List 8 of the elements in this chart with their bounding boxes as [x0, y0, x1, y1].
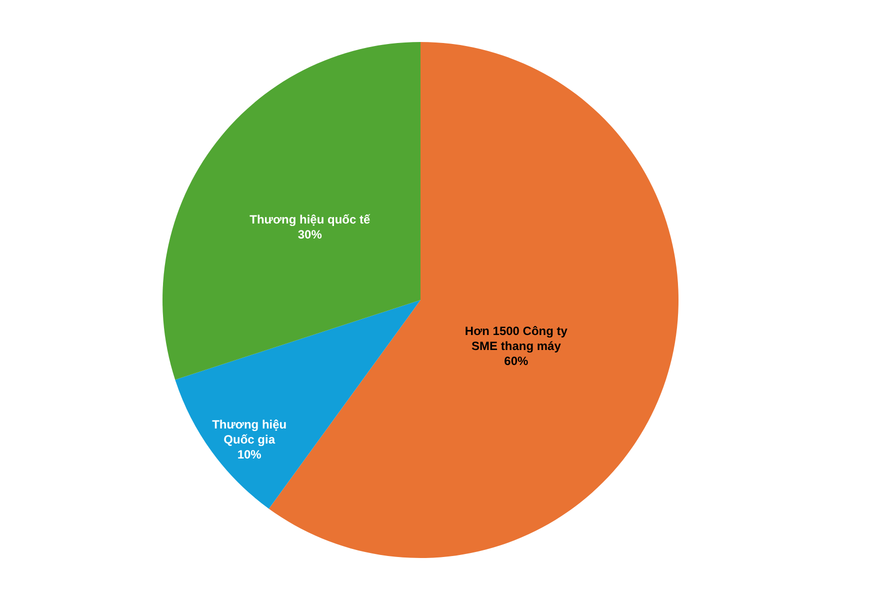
slice-label: Hơn 1500 Công ty SME thang máy: [464, 324, 568, 354]
slice-label: Thương hiệu quốc tế: [250, 212, 370, 227]
data-label: 60%: [504, 354, 529, 368]
pie-slice: [163, 42, 420, 380]
slice-label: Thương hiệu Quốc gia: [212, 417, 287, 446]
data-label: 10%: [237, 447, 262, 462]
data-label: 30%: [298, 228, 322, 242]
pie-slice: [175, 300, 420, 509]
